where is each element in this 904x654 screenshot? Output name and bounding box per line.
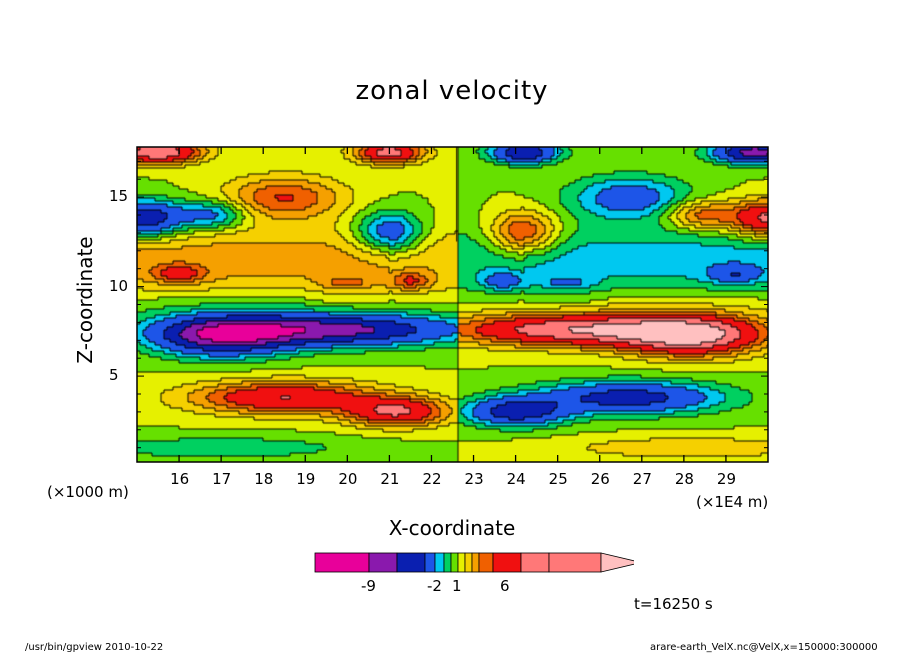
x-tick-label: 29 xyxy=(716,470,737,488)
x-tick-label: 17 xyxy=(212,470,232,488)
chart-title: zonal velocity xyxy=(355,76,549,106)
x-tick-label: 23 xyxy=(464,470,484,488)
x-tick-label: 28 xyxy=(674,470,694,488)
x-tick-label: 27 xyxy=(632,470,652,488)
x-tick-label: 24 xyxy=(506,470,526,488)
y-tick-label: 10 xyxy=(109,276,129,295)
colorbar-band xyxy=(424,552,436,573)
time-label: t=16250 s xyxy=(634,595,713,613)
colorbar-band xyxy=(464,552,473,573)
colorbar-level-label: 1 xyxy=(452,577,462,595)
x-tick-label: 20 xyxy=(338,470,358,488)
contour-plot-area xyxy=(137,147,768,462)
x-tick-label: 26 xyxy=(590,470,610,488)
y-tick-label: 15 xyxy=(109,187,129,206)
y-tick-label: 5 xyxy=(109,366,119,385)
colorbar-band xyxy=(457,552,466,573)
plot-frame xyxy=(136,146,769,463)
colorbar-extension xyxy=(600,552,634,573)
colorbar-band xyxy=(471,552,480,573)
footer-right: arare-earth_VelX.nc@VelX,x=150000:300000 xyxy=(650,642,878,653)
colorbar-band xyxy=(314,552,370,573)
x-tick-label: 19 xyxy=(296,470,316,488)
colorbar-band xyxy=(443,552,452,573)
y-axis-label: Z-coordinate xyxy=(73,236,97,364)
x-tick-label: 21 xyxy=(380,470,400,488)
colorbar-level-label: -9 xyxy=(361,577,376,595)
colorbar-band xyxy=(520,552,550,573)
colorbar-band xyxy=(450,552,459,573)
colorbar-band xyxy=(434,552,445,573)
colorbar-band xyxy=(492,552,522,573)
x-unit-right: (×1E4 m) xyxy=(696,493,769,511)
colorbar-band xyxy=(396,552,426,573)
colorbar-band xyxy=(478,552,494,573)
x-axis-label: X-coordinate xyxy=(388,516,516,540)
x-tick-label: 16 xyxy=(170,470,190,488)
x-unit-left: (×1000 m) xyxy=(47,483,129,501)
colorbar xyxy=(314,552,634,573)
colorbar-level-label: -2 xyxy=(427,577,442,595)
footer-left: /usr/bin/gpview 2010-10-22 xyxy=(25,642,164,653)
x-tick-label: 22 xyxy=(422,470,442,488)
colorbar-band xyxy=(548,552,602,573)
colorbar-band xyxy=(368,552,398,573)
colorbar-level-label: 6 xyxy=(500,577,510,595)
x-tick-label: 18 xyxy=(254,470,274,488)
x-tick-label: 25 xyxy=(548,470,568,488)
